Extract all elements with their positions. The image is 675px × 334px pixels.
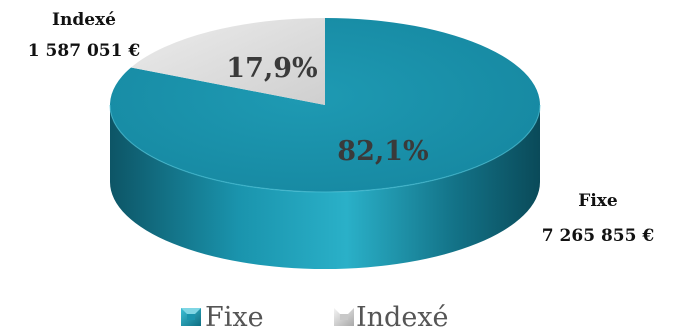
data-label-fixe: Fixe 7 265 855 € bbox=[542, 191, 655, 246]
legend-label-fixe: Fixe bbox=[205, 302, 264, 333]
percent-label-fixe: 82,1% bbox=[337, 136, 428, 167]
legend-label-indexe: Indexé bbox=[356, 302, 449, 333]
pie-group bbox=[109, 18, 541, 269]
data-label-indexe-value: 1 587 051 € bbox=[28, 41, 141, 61]
pie-rim-highlight bbox=[109, 104, 541, 193]
data-label-indexe: Indexé 1 587 051 € bbox=[28, 10, 141, 61]
legend-item-indexe: Indexé bbox=[334, 302, 449, 333]
data-label-fixe-value: 7 265 855 € bbox=[542, 226, 655, 246]
data-label-fixe-name: Fixe bbox=[578, 191, 618, 211]
legend-swatch-indexe bbox=[334, 308, 354, 326]
percent-label-indexe: 17,9% bbox=[226, 53, 317, 84]
legend-item-fixe: Fixe bbox=[181, 302, 264, 333]
legend: Fixe Indexé bbox=[181, 302, 449, 333]
pie-slice-indexe bbox=[131, 18, 325, 105]
legend-swatch-fixe bbox=[181, 308, 201, 326]
pie-slice-fixe-side bbox=[110, 105, 540, 269]
data-label-indexe-name: Indexé bbox=[52, 10, 116, 30]
